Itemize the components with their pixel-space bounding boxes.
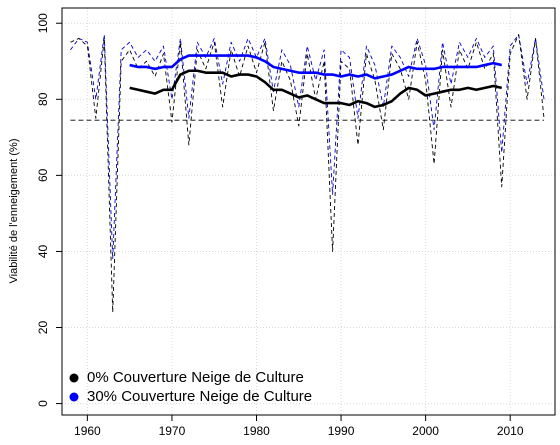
y-tick-label: 60 — [36, 168, 50, 182]
y-tick-label: 0 — [36, 400, 50, 407]
y-tick-label: 100 — [36, 13, 50, 33]
plot-frame — [61, 7, 556, 416]
x-tick-label: 1960 — [74, 424, 101, 438]
y-tick-label: 80 — [36, 92, 50, 106]
x-tick-label: 2000 — [412, 424, 439, 438]
smoothed-line — [129, 69, 503, 109]
y-tick-label: 20 — [36, 321, 50, 335]
legend-marker — [69, 373, 79, 383]
x-tick-label: 1980 — [243, 424, 270, 438]
x-tick-label: 1990 — [328, 424, 355, 438]
annual-line — [70, 34, 545, 260]
y-tick-label: 40 — [36, 244, 50, 258]
x-tick-label: 1970 — [159, 424, 186, 438]
legend-label: 30% Couverture Neige de Culture — [87, 388, 312, 405]
x-tick-label: 2010 — [497, 424, 524, 438]
smoothed-line — [129, 54, 503, 80]
annual-line — [70, 34, 545, 313]
legend-marker — [69, 392, 79, 402]
y-axis-label: Viabilité de l'enneigement (%) — [8, 139, 20, 284]
legend-label: 0% Couverture Neige de Culture — [87, 369, 304, 386]
